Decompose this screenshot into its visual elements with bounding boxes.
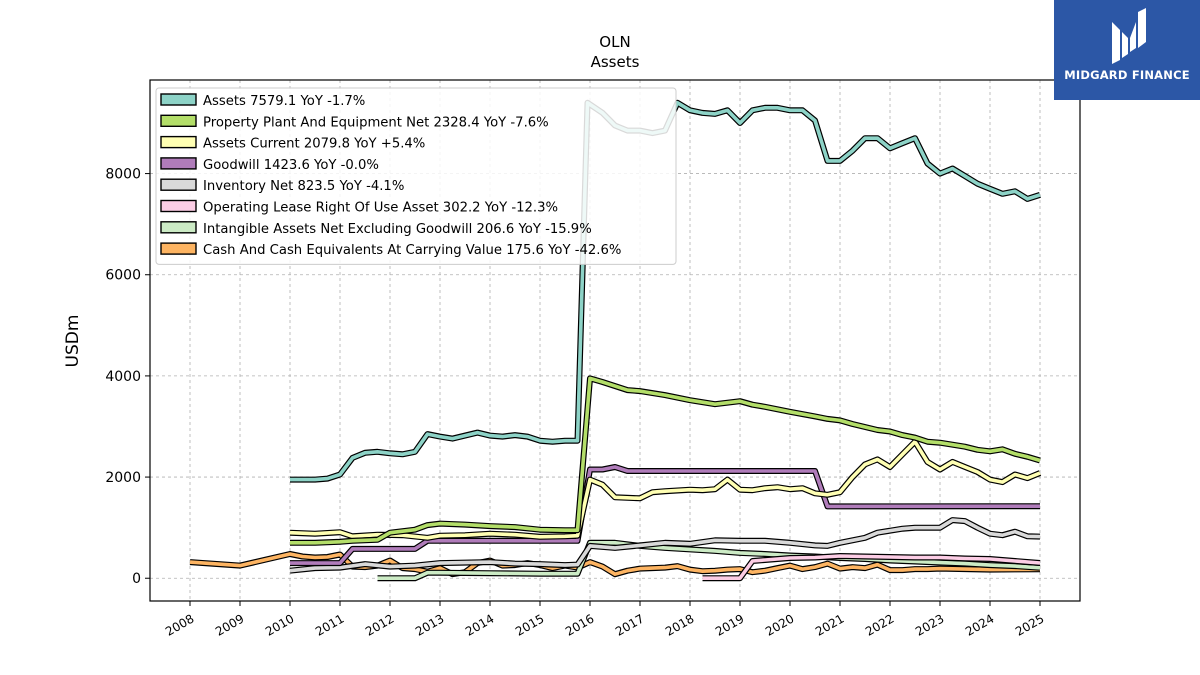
chart-subtitle: Assets bbox=[591, 53, 640, 71]
logo-text: MIDGARD FINANCE bbox=[1064, 68, 1190, 82]
legend-entry: Cash And Cash Equivalents At Carrying Va… bbox=[203, 243, 621, 258]
y-axis-label: USDm bbox=[63, 315, 83, 368]
series-line-operating-lease-right-of-use-asset bbox=[702, 554, 1041, 580]
x-tick-label: 2019 bbox=[713, 611, 746, 638]
legend-swatch bbox=[160, 93, 197, 106]
legend-swatch bbox=[160, 114, 197, 128]
series-line-goodwill bbox=[290, 465, 1041, 565]
legend-swatch bbox=[160, 199, 197, 213]
legend-entry: Intangible Assets Net Excluding Goodwill… bbox=[203, 222, 592, 237]
x-tick-label: 2014 bbox=[463, 611, 496, 638]
x-tick-label: 2011 bbox=[313, 611, 346, 638]
legend-entry: Assets 7579.1 YoY -1.7% bbox=[203, 94, 365, 109]
chart-title: OLN bbox=[599, 33, 630, 51]
x-tick-label: 2025 bbox=[1013, 611, 1046, 638]
x-tick-label: 2009 bbox=[213, 611, 246, 638]
x-tick-label: 2023 bbox=[913, 611, 946, 638]
x-tick-label: 2024 bbox=[963, 611, 996, 638]
series-line-assets-current bbox=[289, 439, 1041, 540]
x-tick-label: 2017 bbox=[613, 611, 646, 638]
x-tick-label: 2016 bbox=[563, 611, 596, 638]
series-layer bbox=[189, 99, 1042, 582]
legend-swatch bbox=[160, 221, 197, 234]
series-line-property-plant-and-equipment-net bbox=[290, 376, 1041, 545]
legend-entry: Assets Current 2079.8 YoY +5.4% bbox=[203, 137, 425, 152]
x-tick-label: 2020 bbox=[763, 611, 796, 638]
x-tick-label: 2010 bbox=[263, 611, 296, 638]
legend-entry: Inventory Net 823.5 YoY -4.1% bbox=[203, 179, 404, 194]
y-tick-label: 4000 bbox=[105, 369, 141, 385]
y-tick-label: 8000 bbox=[105, 167, 141, 183]
y-tick-label: 6000 bbox=[105, 268, 141, 284]
series-line-intangible-assets-net-excluding-goodwill bbox=[377, 541, 1041, 580]
x-tick-label: 2012 bbox=[363, 611, 396, 638]
series-line-cash-and-cash-equivalents-at-carrying-value bbox=[189, 552, 1041, 576]
legend-entry: Operating Lease Right Of Use Asset 302.2… bbox=[203, 201, 558, 216]
legend-box bbox=[155, 87, 677, 265]
legend-swatch bbox=[160, 135, 197, 149]
x-tick-label: 2008 bbox=[163, 611, 196, 638]
brand-logo: MIDGARD FINANCE bbox=[1054, 0, 1200, 100]
legend-entry: Goodwill 1423.6 YoY -0.0% bbox=[203, 158, 379, 173]
legend: Assets 7579.1 YoY -1.7% Property Plant An… bbox=[155, 87, 677, 265]
x-tick-label: 2018 bbox=[663, 611, 696, 638]
plot-frame bbox=[149, 79, 1081, 602]
y-tick-label: 2000 bbox=[105, 470, 141, 486]
legend-swatch bbox=[160, 242, 197, 255]
series-line-inventory-net bbox=[289, 518, 1041, 573]
legend-entry: Property Plant And Equipment Net 2328.4 … bbox=[203, 115, 549, 130]
y-tick-label: 0 bbox=[132, 571, 141, 587]
x-tick-label: 2022 bbox=[863, 611, 896, 638]
x-tick-label: 2021 bbox=[813, 611, 846, 638]
logo-emblem-icon bbox=[1112, 8, 1146, 64]
legend-swatch bbox=[160, 157, 197, 170]
x-tick-label: 2015 bbox=[513, 611, 546, 638]
x-tick-label: 2013 bbox=[413, 611, 446, 638]
legend-swatch bbox=[160, 178, 197, 191]
